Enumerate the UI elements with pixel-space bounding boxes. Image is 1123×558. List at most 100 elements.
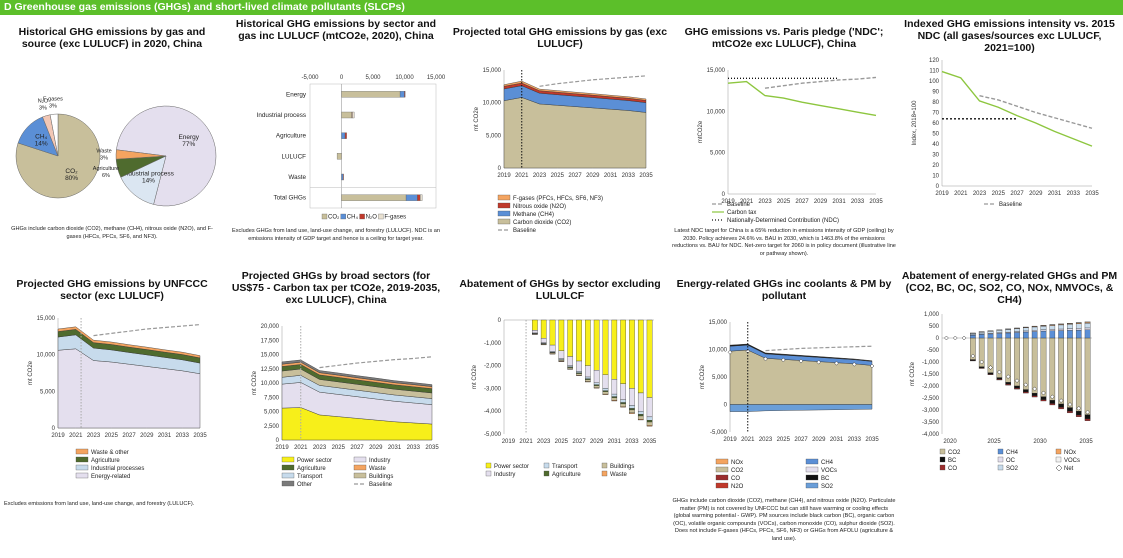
legend-label: Industrial processes — [91, 466, 144, 472]
y-tick-label: -500 — [927, 348, 940, 354]
category-label: LULUCF — [282, 153, 307, 160]
legend-label: CO2 — [731, 468, 744, 474]
x-tick-label: 2033 — [176, 433, 190, 439]
x-tick-label: 2025 — [332, 445, 346, 451]
y-tick-label: 15,000 — [709, 320, 728, 326]
x-tick-label: 2019 — [935, 191, 949, 197]
x-tick-label: 2020 — [943, 439, 957, 445]
bar-segment — [620, 399, 626, 403]
panel-abatement-pm: Abatement of energy-related GHGs and PM … — [896, 270, 1123, 558]
pie-label: Energy — [178, 134, 199, 141]
panel-sector-gas-bars: Historical GHG emissions by sector and g… — [224, 18, 448, 288]
legend-swatch — [1055, 456, 1062, 463]
y-tick-label: 1,000 — [924, 312, 940, 318]
chart-title: Projected GHGs by broad sectors (for US$… — [231, 270, 441, 306]
x-tick-label: 2023 — [533, 173, 547, 179]
y-tick-label: -2,000 — [922, 384, 940, 390]
bar-segment — [567, 356, 573, 366]
legend-label: CH₄ — [347, 215, 359, 221]
pie-slice — [49, 113, 59, 157]
x-tick-label: 2029 — [586, 173, 600, 179]
bar-segment — [540, 319, 547, 339]
y-tick-label: 50 — [932, 132, 939, 138]
bar-segment — [576, 373, 582, 376]
bar-segment — [629, 319, 635, 389]
bar-segment — [549, 344, 556, 352]
area-series — [281, 359, 433, 387]
legend-swatch — [601, 470, 608, 477]
bar-segment — [558, 358, 565, 360]
y-tick-label: 20 — [932, 163, 939, 169]
legend-label: Agriculture — [552, 472, 581, 478]
pie-label: 14% — [35, 141, 48, 148]
net-marker — [961, 335, 967, 341]
legend-label: Carbon tax — [727, 210, 756, 216]
legend-label: N2O — [731, 484, 744, 490]
legend-swatch — [75, 448, 89, 455]
bar-segment — [341, 111, 353, 119]
net-marker — [952, 335, 958, 341]
intensity-chart: 0 10 20 30 40 50 60 70 80 90 100 110 120 2019 2021 2023… — [912, 58, 1099, 206]
x-tick-label: 2027 — [122, 433, 136, 439]
net-marker — [1041, 390, 1046, 396]
bar-segment — [629, 388, 635, 406]
bar-segment — [1067, 337, 1073, 408]
legend-swatch — [75, 472, 89, 479]
net-marker — [1014, 378, 1020, 384]
net-marker — [834, 360, 839, 366]
bar-segment — [342, 173, 344, 181]
bar-segment — [637, 415, 644, 420]
legend-swatch — [75, 464, 89, 471]
chart-note: Latest NDC target for China is a 65% red… — [672, 228, 896, 257]
legend-label: Waste & other — [91, 450, 129, 456]
baseline-line — [539, 75, 647, 87]
legend-swatch — [497, 194, 511, 201]
x-tick-label: 2019 — [497, 173, 511, 179]
bar-segment — [978, 334, 985, 339]
y-tick-label: 10,000 — [37, 353, 56, 359]
legend-label: CH4 — [821, 460, 834, 466]
bar-segment — [1031, 393, 1038, 396]
chart-title: Projected GHG emissions by UNFCCC sector… — [16, 278, 208, 302]
bar-segment — [602, 390, 609, 392]
x-tick-label: 2021 — [519, 439, 533, 445]
y-tick-label: 5,000 — [486, 133, 502, 139]
bar-segment — [1058, 407, 1064, 410]
legend-label: Other — [297, 482, 312, 488]
x-tick-label: 2031 — [608, 439, 622, 445]
x-tick-label: 2025 — [555, 439, 569, 445]
bar-segment — [405, 194, 418, 201]
legend-label: Agriculture — [297, 466, 326, 472]
bar-segment — [1049, 330, 1056, 339]
net-marker — [727, 349, 733, 355]
legend-swatch — [1055, 464, 1063, 472]
bar-segment — [611, 379, 618, 395]
x-tick-label: 2025 — [777, 199, 791, 205]
ndc-chart: 0 5,000 10,000 15,000 2019 2021 2023 2025 2027 20… — [698, 68, 883, 224]
y-axis-label: mt CO2e — [252, 370, 258, 395]
legend-swatch — [997, 448, 1004, 455]
bar-segment — [417, 194, 421, 201]
chart-title: Abatement of GHGs by sector excluding LU… — [459, 278, 661, 302]
bar-segment — [1040, 330, 1047, 339]
bar-segment — [602, 391, 609, 395]
bar-segment — [593, 319, 600, 371]
y-tick-label: -4,000 — [922, 432, 940, 438]
panel-indexed-intensity: Indexed GHG emissions intensity vs. 2015… — [896, 18, 1123, 288]
chart-title: Projected total GHG emissions by gas (ex… — [452, 26, 668, 50]
legend-swatch — [378, 213, 384, 220]
legend-swatch — [485, 470, 492, 477]
bar-segment — [558, 360, 565, 362]
pie-label: CH₄ — [35, 134, 47, 141]
x-tick-label: 2025 — [987, 439, 1001, 445]
bar-segment — [1040, 396, 1047, 400]
legend-swatch — [1055, 448, 1062, 455]
net-marker — [1023, 382, 1029, 388]
x-tick-label: 2033 — [848, 437, 862, 443]
panel-paris-pledge: GHG emissions vs. Paris pledge ('NDC'; m… — [672, 18, 896, 288]
legend-swatch — [939, 456, 946, 463]
legend-label: SO2 — [821, 484, 834, 490]
line-series — [941, 70, 1093, 147]
x-tick-label: 2035 — [643, 439, 657, 445]
bar-segment — [646, 425, 653, 427]
